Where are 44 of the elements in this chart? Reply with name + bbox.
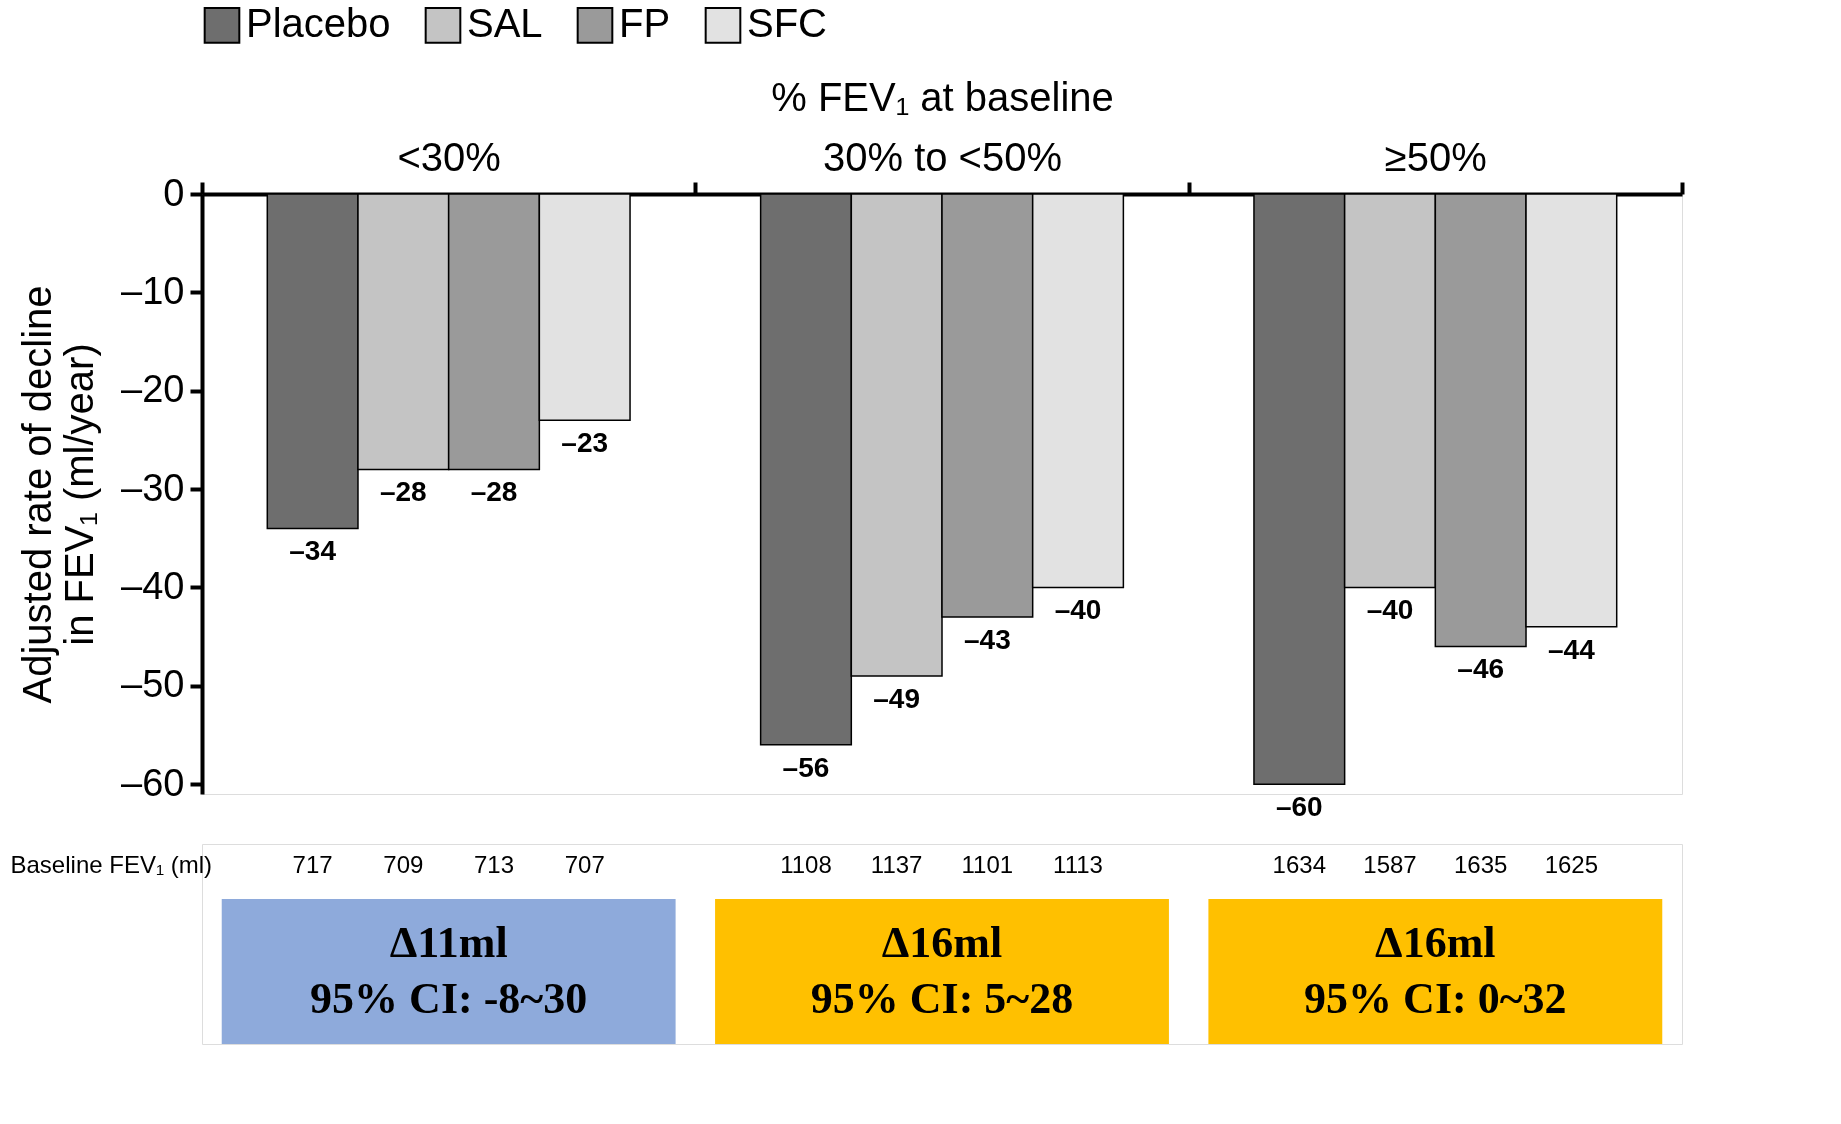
text: Δ16ml 95% CI: 5~28 [810,918,1074,1023]
y-tick-label: –10 [121,269,185,312]
text: 707 [564,851,605,878]
x-tick-label: <30% [397,134,501,179]
text: 1101 [961,851,1014,878]
legend-label: Placebo [246,1,391,46]
y-axis-title: Adjusted rate of decline in FEV₁ (ml/year) [15,285,102,704]
y-tick-label: –60 [121,761,185,804]
text: 1625 [1544,851,1599,878]
text: 1635 [1453,851,1508,878]
data-label: –43 [963,623,1011,655]
text: 709 [383,851,424,878]
legend-label: FP [619,1,671,46]
text: Δ11ml 95% CI: -8~30 [310,918,588,1023]
text: Baseline FEV₁ (ml) [10,851,212,878]
text: Δ16ml 95% CI: 0~32 [1304,918,1567,1023]
data-label: –56 [782,751,830,783]
y-tick-label: –30 [121,466,185,509]
x-tick-label: 30% to <50% [822,134,1063,179]
text: 713 [473,851,515,878]
y-tick-label: –20 [121,368,185,411]
y-tick-label: –40 [121,564,185,607]
data-label: –49 [873,682,921,714]
text: 1108 [780,851,832,878]
data-label: –60 [1275,791,1323,823]
x-tick-label: ≥50% [1384,134,1487,179]
data-label: –44 [1548,633,1596,665]
legend-label: SFC [747,1,827,46]
data-label: –40 [1366,594,1414,626]
text: 1587 [1363,851,1417,878]
text: 1113 [1053,851,1103,878]
legend-label: SAL [467,1,543,46]
x-axis-title: % FEV₁ at baseline [771,74,1114,119]
text: 1137 [870,851,923,878]
data-label: –28 [379,476,427,508]
y-tick-label: 0 [163,171,185,214]
data-label: –46 [1457,653,1505,685]
text: 1634 [1272,851,1326,878]
text: 717 [292,851,333,878]
data-label: –23 [561,427,609,459]
data-label: –34 [289,535,337,567]
y-tick-label: –50 [121,663,185,706]
data-label: –28 [470,476,518,508]
data-label: –40 [1054,594,1102,626]
